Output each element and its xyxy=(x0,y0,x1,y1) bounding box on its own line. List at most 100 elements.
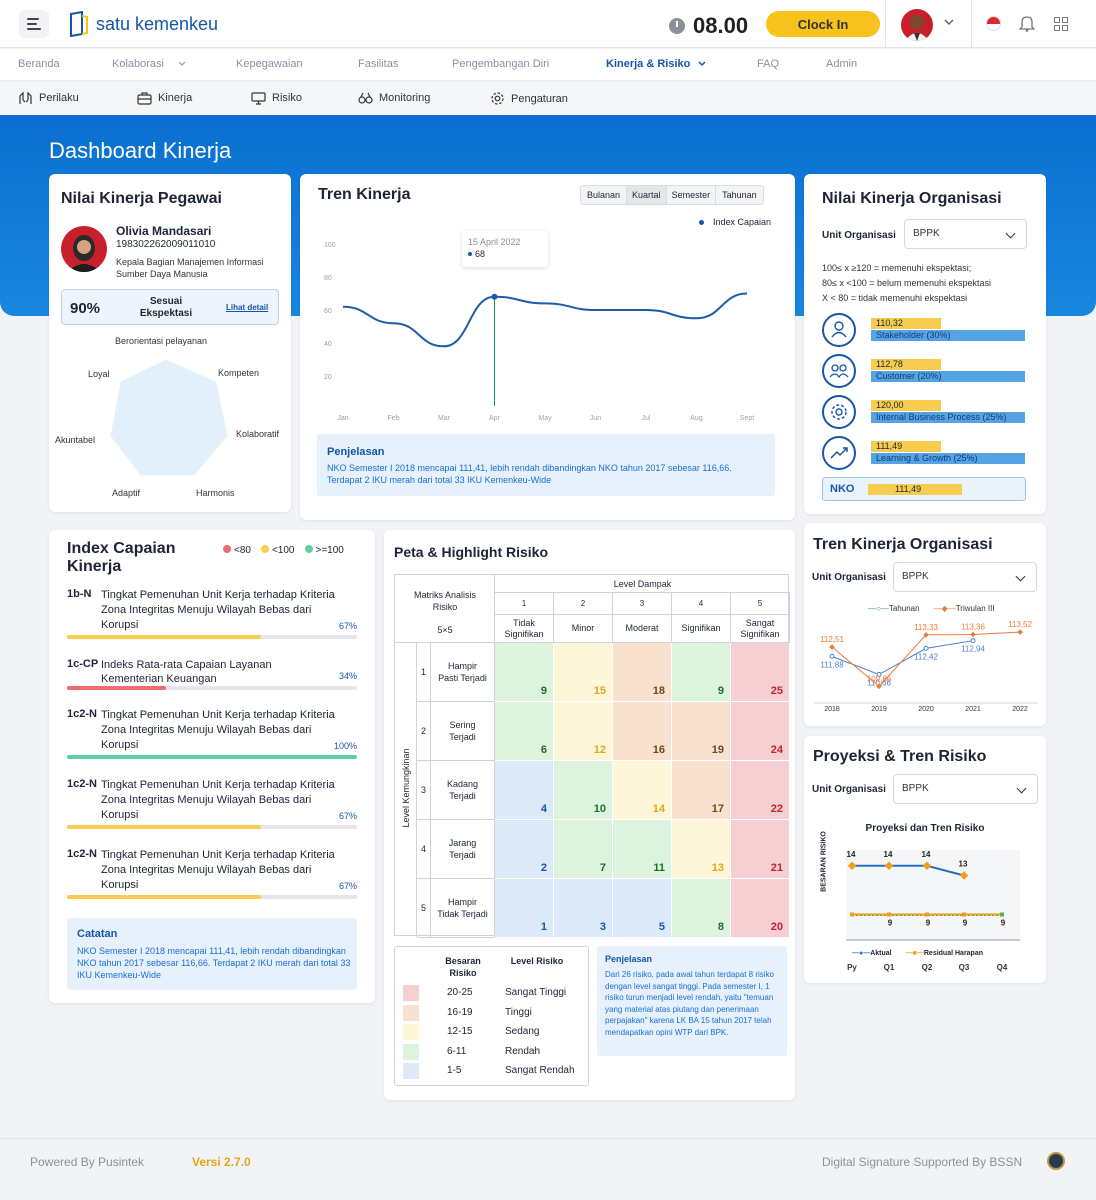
subnav-item-pengaturan[interactable]: Pengaturan xyxy=(490,91,568,106)
unit-dropdown[interactable]: BPPK xyxy=(893,774,1038,804)
progress-bar xyxy=(67,825,357,829)
risk-cell[interactable]: 11 xyxy=(613,820,672,879)
column-label: Sangat Signifikan xyxy=(731,615,790,643)
subnav-label: Risiko xyxy=(272,92,302,104)
tab-semester[interactable]: Semester xyxy=(665,186,716,204)
user-avatar[interactable] xyxy=(901,9,933,41)
bell-icon[interactable] xyxy=(1019,15,1035,32)
risk-cell[interactable]: 19 xyxy=(672,702,731,761)
data-point[interactable] xyxy=(970,638,976,644)
chevron-down-icon[interactable] xyxy=(944,19,954,27)
risk-cell[interactable]: 3 xyxy=(554,879,613,938)
risk-cell[interactable]: 24 xyxy=(731,702,790,761)
nav-item-kinerja-risiko[interactable]: Kinerja & Risiko xyxy=(606,58,691,70)
employee-name: Olivia Mandasari xyxy=(116,224,212,238)
series-line-aktual xyxy=(852,864,965,877)
data-point[interactable] xyxy=(876,671,882,677)
data-point[interactable] xyxy=(876,683,882,690)
data-point[interactable] xyxy=(491,293,498,300)
data-label: 113,52 xyxy=(1008,620,1032,629)
risk-cell[interactable]: 9 xyxy=(495,643,554,702)
tab-bulanan[interactable]: Bulanan xyxy=(581,186,627,204)
risk-cell[interactable]: 1 xyxy=(495,879,554,938)
risk-cell[interactable]: 5 xyxy=(613,879,672,938)
penjelasan-title: Penjelasan xyxy=(605,954,653,964)
risk-cell[interactable]: 16 xyxy=(613,702,672,761)
tren-kinerja-organisasi-card: Tren Kinerja Organisasi Unit Organisasi … xyxy=(804,523,1046,726)
risk-cell[interactable]: 9 xyxy=(672,643,731,702)
index-item: 1c2-N Tingkat Pemenuhan Unit Kerja terha… xyxy=(67,708,357,768)
legend-dot xyxy=(699,220,704,225)
risk-cell[interactable]: 10 xyxy=(554,761,613,820)
data-label: 113,33 xyxy=(914,623,938,632)
subnav-item-kinerja[interactable]: Kinerja xyxy=(137,91,192,105)
risk-cell[interactable]: 25 xyxy=(731,643,790,702)
risk-cell[interactable]: 17 xyxy=(672,761,731,820)
legend-range: 6-11 xyxy=(447,1045,467,1057)
data-point[interactable] xyxy=(887,912,891,917)
penjelasan-text: Dari 26 risiko, pada awal tahun terdapat… xyxy=(605,970,774,1037)
risk-cell[interactable]: 21 xyxy=(731,820,790,879)
risk-cell[interactable]: 18 xyxy=(613,643,672,702)
nav-item-fasilitas[interactable]: Fasilitas xyxy=(358,58,399,70)
index-legend: <80 <100 >=100 xyxy=(223,545,344,556)
clock-in-button[interactable]: Clock In xyxy=(766,11,880,37)
nav-item-kolaborasi[interactable]: Kolaborasi xyxy=(112,58,164,70)
subnav-item-monitoring[interactable]: Monitoring xyxy=(358,91,430,105)
data-point[interactable] xyxy=(829,644,835,650)
nav-item-pengembangan-diri[interactable]: Pengembangan Diri xyxy=(452,58,550,70)
progress-bar xyxy=(67,895,357,899)
risk-cell[interactable]: 22 xyxy=(731,761,790,820)
apps-grid-icon[interactable] xyxy=(1054,17,1068,31)
data-point[interactable] xyxy=(923,632,929,638)
nav-item-kepegawaian[interactable]: Kepegawaian xyxy=(236,58,303,70)
perspective-list: 110,32 Stakeholder (30%) 112,78 Customer… xyxy=(822,313,1034,473)
nav-item-faq[interactable]: FAQ xyxy=(757,58,780,70)
language-flag-icon[interactable] xyxy=(986,16,1001,31)
user-icon xyxy=(822,313,856,347)
perspective-value: 112,78 xyxy=(876,359,903,369)
index-pct: 34% xyxy=(338,671,357,681)
nav-item-admin[interactable]: Admin xyxy=(826,58,858,70)
nko-label: NKO xyxy=(830,483,855,495)
unit-dropdown[interactable]: BPPK xyxy=(893,562,1037,592)
risk-cell[interactable]: 14 xyxy=(613,761,672,820)
sub-nav: Perilaku Kinerja Risiko Monitoring Penga… xyxy=(0,82,1096,115)
risk-cell[interactable]: 7 xyxy=(554,820,613,879)
lihat-detail-link[interactable]: Lihat detail xyxy=(226,303,269,312)
nilai-kinerja-organisasi-card: Nilai Kinerja Organisasi Unit Organisasi… xyxy=(804,174,1046,514)
data-point[interactable] xyxy=(970,631,976,638)
risk-cell[interactable]: 15 xyxy=(554,643,613,702)
tab-tahunan[interactable]: Tahunan xyxy=(715,186,763,204)
subnav-item-perilaku[interactable]: Perilaku xyxy=(18,91,79,105)
radar-chart xyxy=(110,359,228,476)
subnav-item-risiko[interactable]: Risiko xyxy=(251,91,302,105)
app-name: satu kemenkeu xyxy=(96,13,219,34)
data-label: 13 xyxy=(959,860,968,869)
risk-cell[interactable]: 2 xyxy=(495,820,554,879)
tab-kuartal[interactable]: Kuartal xyxy=(626,186,666,204)
legend-level: Sangat Rendah xyxy=(505,1065,575,1076)
legend-label: Index Capaian xyxy=(713,217,772,227)
nav-item-beranda[interactable]: Beranda xyxy=(18,58,60,70)
legend-level: Rendah xyxy=(505,1045,541,1057)
hamburger-menu-icon[interactable] xyxy=(19,10,49,38)
legend-item: >=100 xyxy=(304,545,344,556)
data-point[interactable] xyxy=(925,912,929,917)
data-point[interactable] xyxy=(962,912,966,917)
app-logo[interactable]: satu kemenkeu xyxy=(68,11,218,37)
data-point[interactable] xyxy=(1000,912,1004,917)
data-label: 14 xyxy=(884,850,893,859)
risk-cell[interactable]: 6 xyxy=(495,702,554,761)
unit-dropdown[interactable]: BPPK xyxy=(904,219,1027,249)
data-point[interactable] xyxy=(923,645,929,651)
risk-cell[interactable]: 20 xyxy=(731,879,790,938)
risk-cell[interactable]: 8 xyxy=(672,879,731,938)
x-tick-label: 2021 xyxy=(965,706,981,713)
data-point[interactable] xyxy=(1017,629,1023,635)
risk-cell[interactable]: 12 xyxy=(554,702,613,761)
risk-cell[interactable]: 13 xyxy=(672,820,731,879)
risk-cell[interactable]: 4 xyxy=(495,761,554,820)
data-point[interactable] xyxy=(850,912,854,917)
data-point[interactable] xyxy=(829,653,835,659)
